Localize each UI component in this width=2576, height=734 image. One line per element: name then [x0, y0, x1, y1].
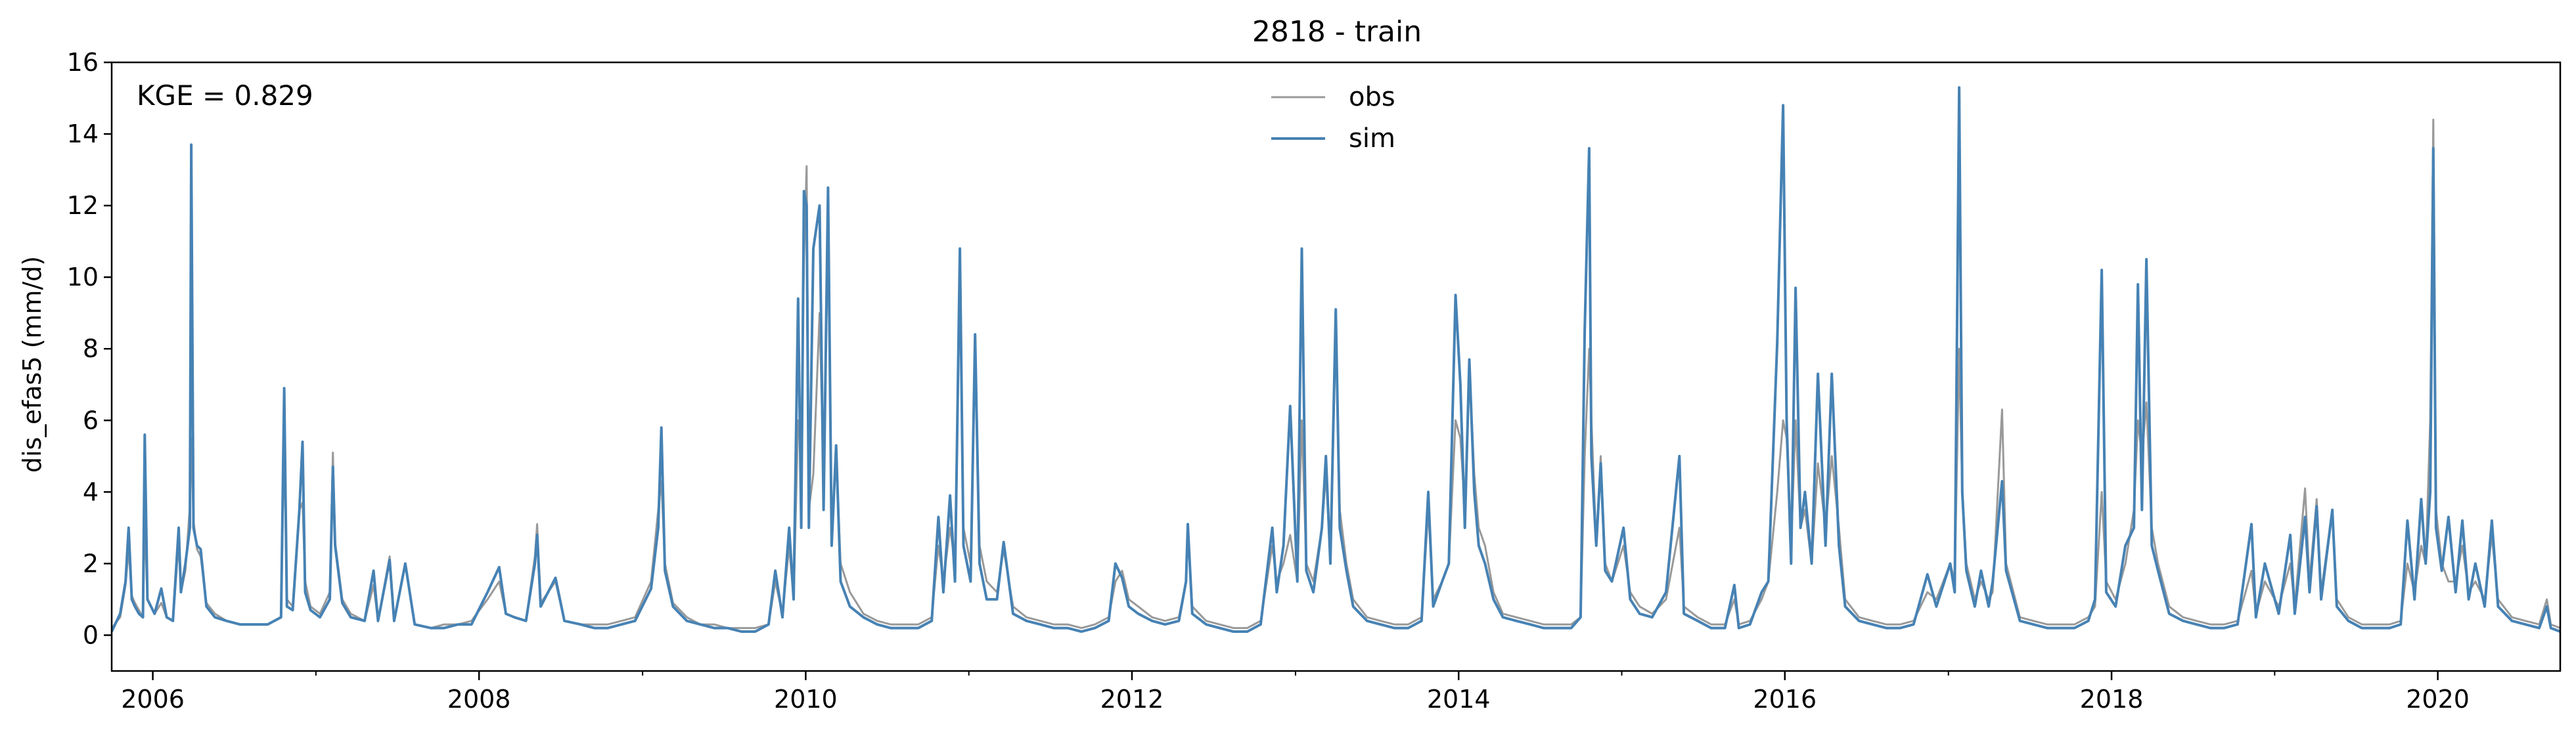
- x-tick-label: 2020: [2406, 685, 2470, 714]
- x-tick-label: 2006: [121, 685, 185, 714]
- y-tick-label: 14: [67, 119, 99, 148]
- y-axis-label: dis_efas5 (mm/d): [18, 256, 47, 473]
- legend-label-sim: sim: [1349, 123, 1395, 154]
- x-tick-label: 2012: [1100, 685, 1164, 714]
- y-tick-label: 6: [83, 406, 99, 435]
- x-tick-label: 2010: [774, 685, 838, 714]
- y-tick-label: 16: [67, 48, 99, 77]
- y-tick-label: 0: [83, 620, 99, 649]
- kge-annotation: KGE = 0.829: [137, 79, 313, 112]
- legend-label-obs: obs: [1349, 82, 1395, 112]
- x-tick-label: 2014: [1427, 685, 1491, 714]
- x-tick-label: 2008: [447, 685, 511, 714]
- series-line-sim: [112, 86, 2560, 633]
- series-layer: [112, 86, 2560, 633]
- y-tick-label: 8: [83, 334, 99, 363]
- x-tick-label: 2016: [1753, 685, 1817, 714]
- y-tick-label: 2: [83, 549, 99, 578]
- axes-frame: [110, 61, 2562, 672]
- x-tick-label: 2018: [2080, 685, 2144, 714]
- chart-title: 2818 - train: [1252, 15, 1422, 49]
- legend: obs sim: [1271, 82, 1395, 154]
- y-tick-label: 10: [67, 263, 99, 291]
- y-tick-label: 4: [83, 477, 99, 506]
- y-tick-label: 12: [67, 191, 99, 220]
- axes-layer: 0 2 4 6 8 10 12 14 16 2006 2008 2010 2012 2014 2016 201…: [67, 48, 2562, 714]
